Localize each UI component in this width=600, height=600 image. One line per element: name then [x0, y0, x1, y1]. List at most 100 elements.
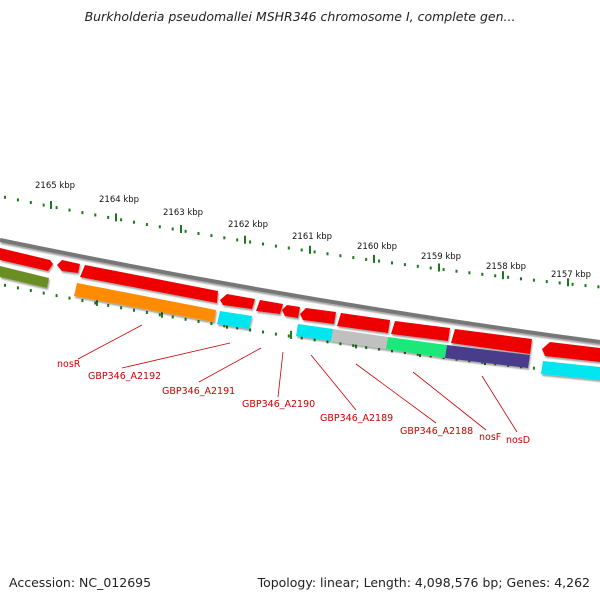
- minor-tick: [429, 266, 432, 270]
- minor-tick: [223, 236, 226, 240]
- minor-tick: [352, 256, 355, 260]
- upper-major-ticks: [50, 201, 569, 287]
- minor-tick: [133, 308, 135, 312]
- minor-tick: [133, 220, 135, 224]
- feature-bars: [0, 266, 600, 380]
- minor-tick: [597, 285, 600, 289]
- minor-tick: [545, 280, 548, 284]
- major-tick: [502, 271, 504, 280]
- label-nosF[interactable]: nosF: [412, 371, 501, 443]
- minor-tick: [120, 306, 123, 310]
- minor-tick: [339, 254, 342, 258]
- minor-tick: [262, 330, 264, 334]
- gene-label-text: nosF: [479, 432, 501, 443]
- minor-tick: [94, 213, 97, 217]
- minor-tick: [81, 299, 84, 303]
- gene-arrow-3[interactable]: [80, 265, 218, 303]
- minor-tick: [210, 322, 213, 326]
- label-GBP346_A2189[interactable]: GBP346_A2189: [310, 354, 393, 424]
- minor-tick: [300, 248, 303, 252]
- minor-tick: [145, 311, 148, 314]
- minor-tick: [520, 277, 522, 281]
- gene-label-text: GBP346_A2188: [400, 426, 473, 437]
- minor-tick: [42, 203, 45, 207]
- feature-bar-cyan-3[interactable]: [541, 361, 600, 380]
- gene-label-text: GBP346_A2192: [88, 371, 161, 382]
- feature-bar-cyan-2[interactable]: [296, 324, 333, 341]
- minor-tick: [55, 294, 58, 298]
- feature-bar-cyan-1[interactable]: [217, 311, 252, 329]
- kbp-label-2164: 2164 kbp: [99, 195, 139, 205]
- accession-text: Accession: NC_012695: [9, 575, 152, 590]
- summary-text: Topology: linear; Length: 4,098,576 bp; …: [257, 575, 590, 590]
- gene-label-text: nosR: [57, 359, 81, 370]
- minor-tick: [442, 268, 445, 272]
- minor-tick: [249, 240, 252, 244]
- kbp-label-2162: 2162 kbp: [228, 220, 268, 230]
- gene-arrow-9[interactable]: [391, 321, 450, 341]
- major-tick: [244, 235, 246, 244]
- minor-tick: [494, 274, 497, 278]
- minor-tick: [184, 229, 187, 233]
- minor-tick: [4, 283, 6, 287]
- gene-arrow-10[interactable]: [451, 329, 532, 354]
- minor-tick: [416, 352, 419, 356]
- label-GBP346_A2188[interactable]: GBP346_A2188: [355, 363, 473, 437]
- minor-tick: [81, 211, 84, 215]
- gene-label-text: GBP346_A2191: [162, 386, 235, 397]
- label-nosR[interactable]: nosR: [57, 324, 143, 370]
- minor-tick: [378, 347, 381, 351]
- kbp-label-2163: 2163 kbp: [163, 208, 203, 218]
- minor-tick: [274, 244, 277, 248]
- gene-arrow-7[interactable]: [300, 308, 336, 324]
- label-nosD[interactable]: nosD: [481, 375, 530, 446]
- gene-label-text: nosD: [506, 435, 530, 446]
- feature-bar-navy[interactable]: [445, 345, 530, 368]
- minor-tick: [29, 289, 32, 292]
- gene-arrow-4[interactable]: [220, 294, 255, 309]
- minor-tick: [42, 291, 45, 295]
- gene-arrow-11[interactable]: [542, 342, 600, 362]
- major-tick: [373, 254, 375, 263]
- minor-tick: [171, 315, 174, 319]
- minor-tick: [210, 234, 213, 238]
- minor-tick: [571, 282, 574, 286]
- minor-tick: [481, 272, 484, 276]
- minor-tick: [16, 286, 19, 290]
- minor-tick: [532, 278, 535, 282]
- label-GBP346_A2192[interactable]: GBP346_A2192: [88, 342, 231, 382]
- label-GBP346_A2191[interactable]: GBP346_A2191: [162, 347, 262, 397]
- upper-tick-row: 2165 kbp 2164 kbp 2163 kbp 2162 kbp 2161…: [4, 181, 600, 289]
- feature-bar-orange[interactable]: [74, 283, 216, 322]
- minor-tick: [249, 328, 252, 332]
- feature-bar-olive[interactable]: [0, 266, 49, 288]
- kbp-label-2158: 2158 kbp: [486, 262, 526, 272]
- minor-tick: [429, 354, 432, 358]
- minor-tick: [339, 342, 342, 346]
- minor-tick: [352, 344, 355, 348]
- minor-tick: [287, 246, 290, 250]
- feature-bar-gray[interactable]: [331, 329, 388, 349]
- gene-arrow-6[interactable]: [282, 305, 300, 318]
- minor-tick: [171, 227, 174, 231]
- minor-tick: [403, 263, 406, 267]
- minor-tick: [262, 242, 264, 246]
- minor-tick: [145, 223, 148, 226]
- minor-tick: [158, 313, 161, 317]
- gene-arrow-8[interactable]: [337, 313, 390, 333]
- minor-tick: [584, 284, 587, 288]
- gene-label-text: GBP346_A2190: [242, 399, 315, 410]
- kbp-label-2159: 2159 kbp: [421, 252, 461, 262]
- major-tick: [96, 297, 98, 306]
- label-GBP346_A2190[interactable]: GBP346_A2190: [242, 351, 315, 410]
- gene-arrow-1[interactable]: [0, 248, 53, 271]
- feature-bar-green[interactable]: [386, 337, 447, 358]
- minor-tick: [68, 296, 71, 300]
- gene-arrow-2[interactable]: [57, 260, 80, 273]
- kbp-label-2160: 2160 kbp: [357, 242, 397, 252]
- minor-tick: [326, 252, 329, 256]
- minor-tick: [365, 257, 368, 261]
- minor-tick: [274, 332, 277, 336]
- gene-arrow-5[interactable]: [256, 300, 283, 314]
